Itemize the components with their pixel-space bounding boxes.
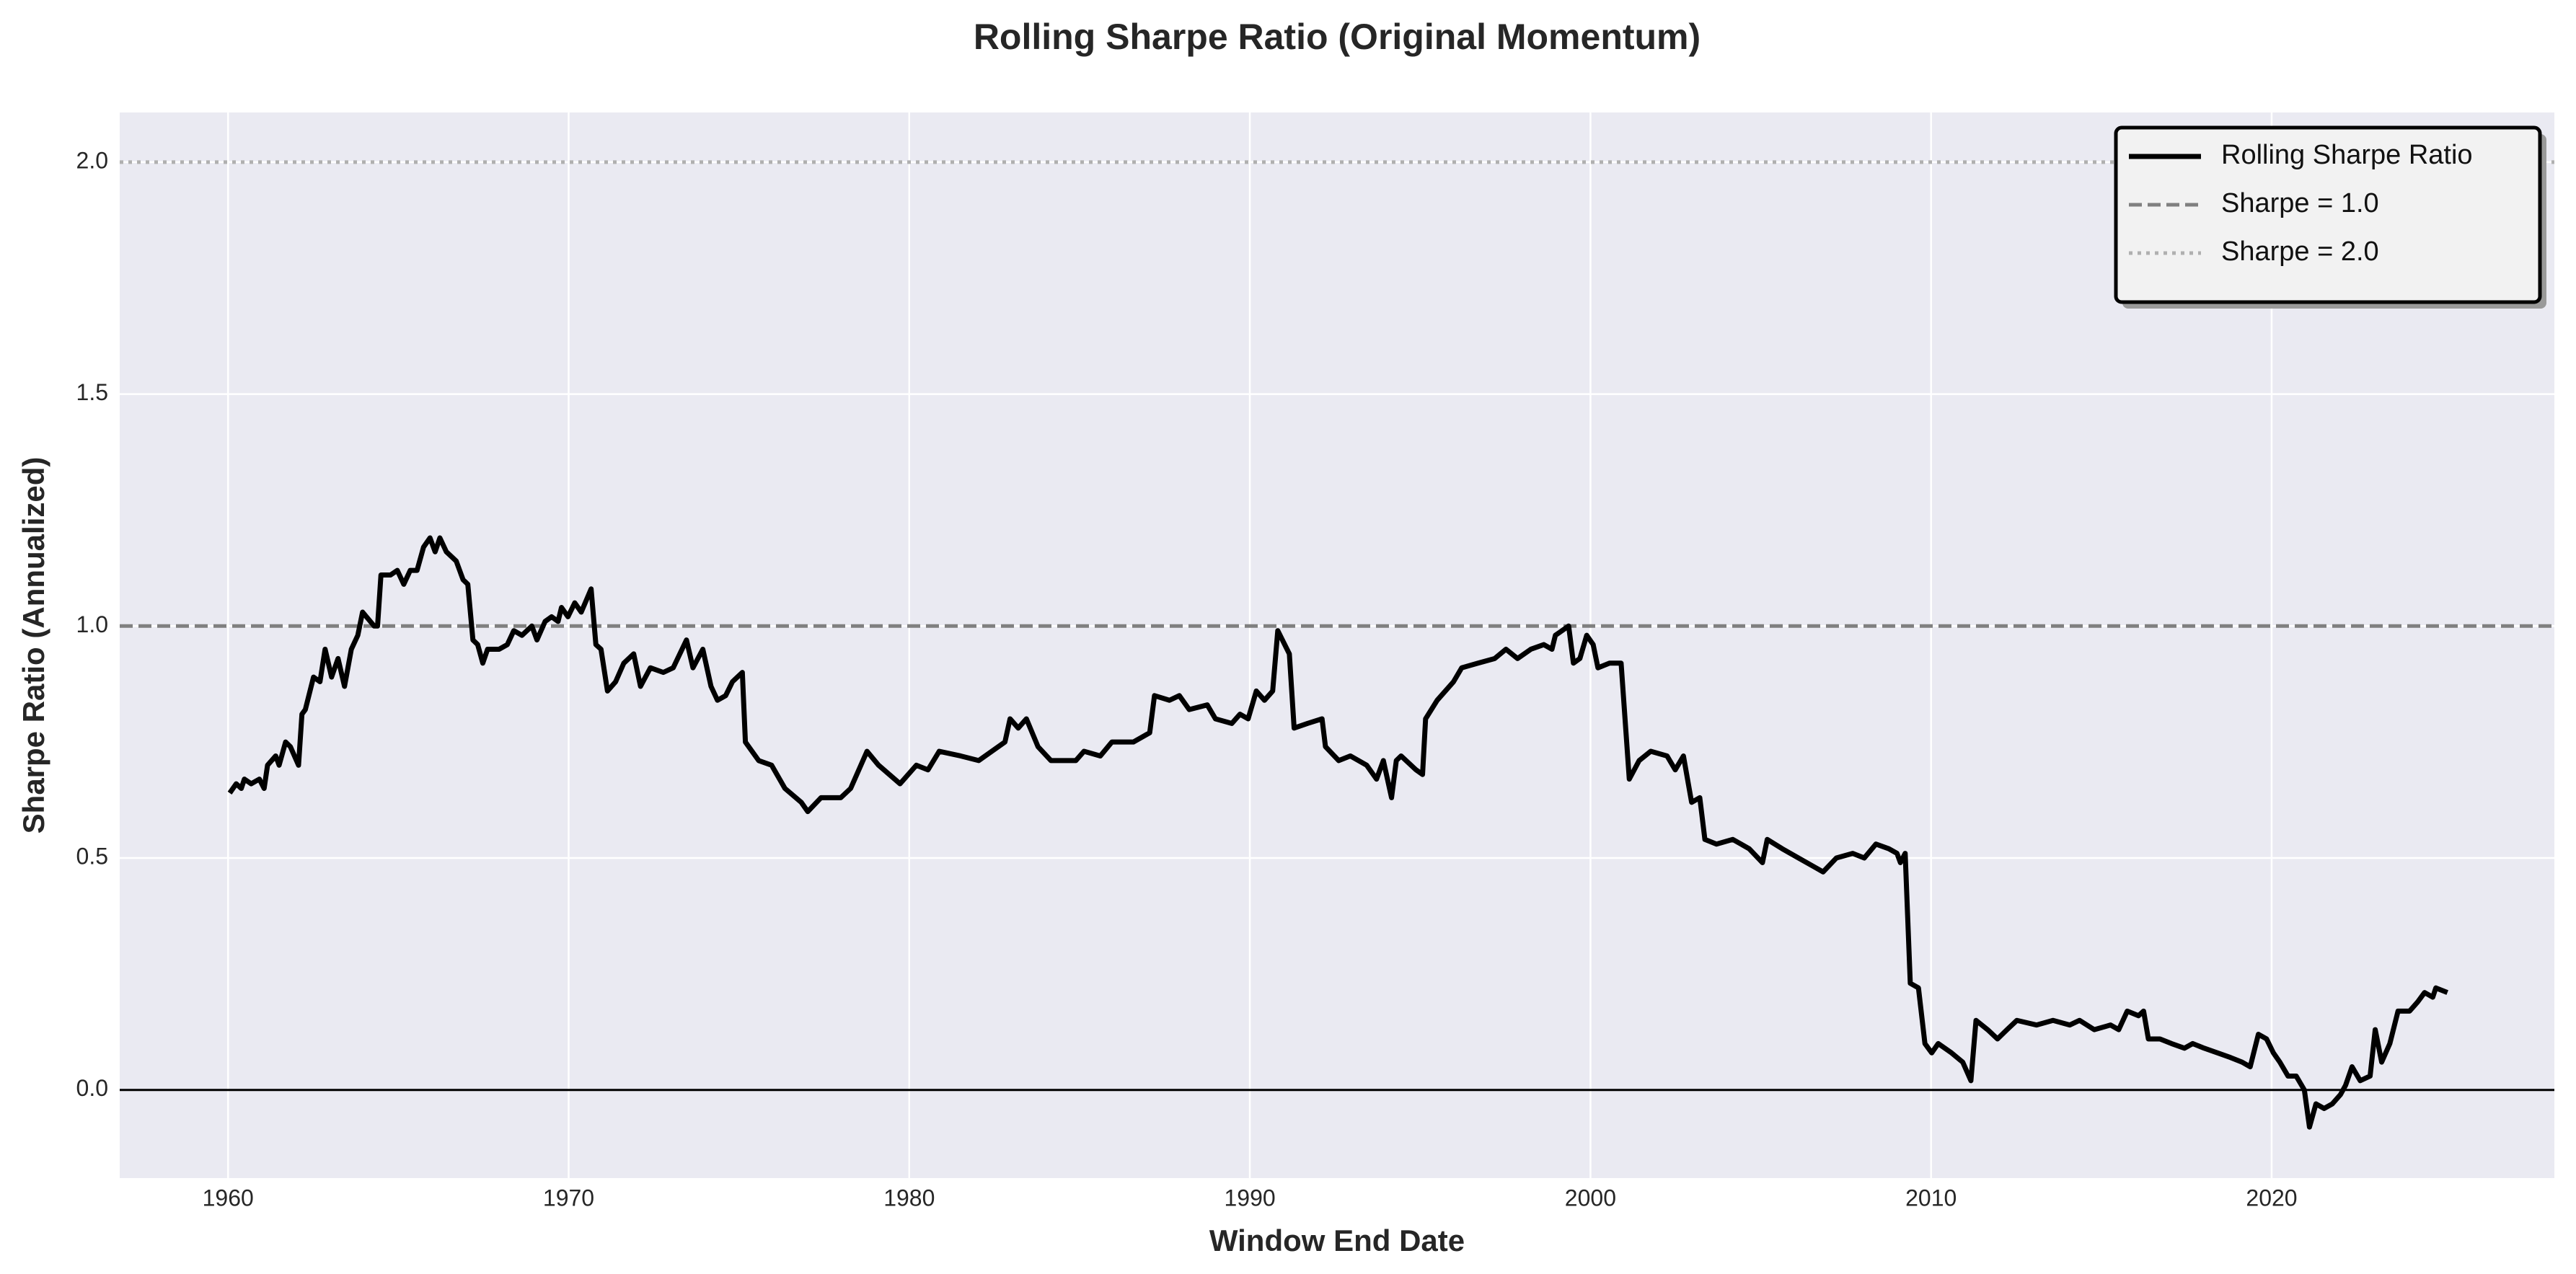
x-tick-label: 2000 [1565, 1185, 1616, 1211]
y-tick-label: 0.0 [76, 1075, 108, 1101]
legend-label: Sharpe = 1.0 [2221, 188, 2379, 218]
x-tick-label: 2010 [1905, 1185, 1957, 1211]
x-tick-label: 1980 [883, 1185, 935, 1211]
y-tick-label: 1.5 [76, 379, 108, 405]
legend: Rolling Sharpe Ratio Sharpe = 1.0 Sharpe =… [2114, 125, 2546, 309]
x-axis-label: Window End Date [1209, 1224, 1465, 1257]
legend-label: Rolling Sharpe Ratio [2221, 140, 2473, 170]
x-tick-label: 1970 [543, 1185, 594, 1211]
legend-box [2114, 125, 2542, 304]
y-tick-label: 1.0 [76, 611, 108, 637]
x-tick-label: 1960 [203, 1185, 254, 1211]
legend-label: Sharpe = 2.0 [2221, 236, 2379, 267]
y-tick-label: 0.5 [76, 843, 108, 869]
x-tick-label: 1990 [1224, 1185, 1275, 1211]
data-line [227, 535, 2449, 1130]
chart-title: Rolling Sharpe Ratio (Original Momentum) [974, 17, 1701, 57]
x-tick-label: 2020 [2246, 1185, 2297, 1211]
y-tick-label: 2.0 [76, 147, 108, 173]
y-axis-label: Sharpe Ratio (Annualized) [17, 457, 50, 834]
